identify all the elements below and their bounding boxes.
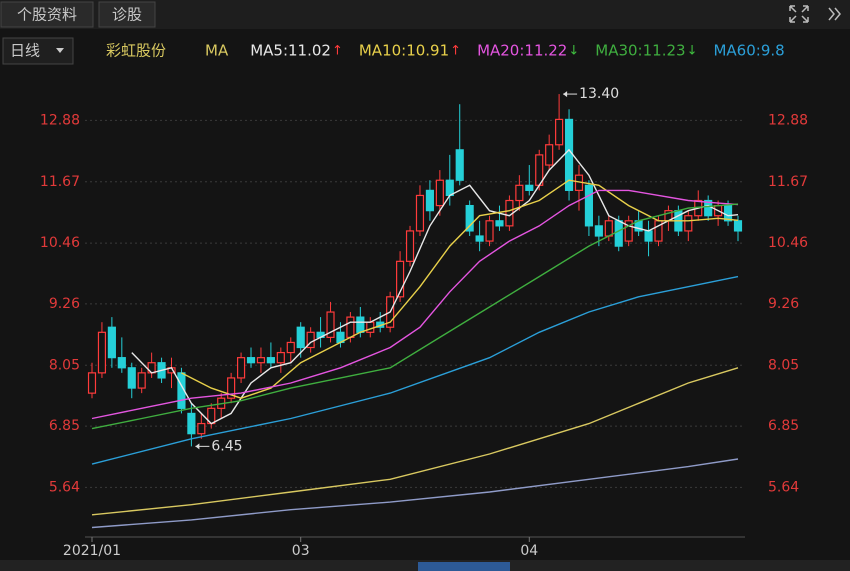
- y-tick-label: 9.26: [49, 296, 80, 312]
- y2-tick-label: 12.88: [768, 112, 808, 128]
- y-tick-label: 6.85: [49, 418, 80, 434]
- y2-tick-label: 11.67: [768, 174, 808, 190]
- ma-line: [91, 275, 739, 465]
- candle-body: [117, 357, 126, 369]
- candle-body: [346, 316, 355, 338]
- candle-body: [604, 220, 613, 237]
- candle-body: [127, 367, 136, 389]
- indicator-label: MA: [205, 42, 229, 60]
- annotation-label: 6.45: [211, 438, 242, 454]
- annotation-arrowhead: [563, 91, 568, 98]
- legend-trend: ↓: [568, 44, 579, 59]
- dropdown-arrow[interactable]: [56, 48, 64, 53]
- legend-trend: ↑: [332, 44, 343, 59]
- candle-body: [276, 351, 285, 364]
- candle-body: [495, 220, 504, 227]
- candle-body: [733, 220, 743, 232]
- candle-body: [584, 184, 594, 227]
- candle-body: [187, 412, 196, 435]
- ma-line: [91, 458, 739, 529]
- collapse-icon[interactable]: [828, 7, 841, 21]
- candle-body: [525, 184, 534, 191]
- y2-tick-label: 5.64: [768, 479, 799, 495]
- candle-body: [555, 118, 564, 146]
- legend-entry: MA60:9.8: [713, 42, 784, 60]
- x-tick-label: 04: [520, 543, 538, 559]
- y-tick-label: 12.88: [40, 112, 80, 128]
- candle-body: [545, 144, 554, 166]
- y-tick-label: 8.05: [49, 357, 80, 373]
- candle-body: [296, 326, 305, 349]
- tab-box[interactable]: [0, 1, 94, 28]
- legend-trend: ↑: [450, 44, 461, 59]
- ma-line: [91, 367, 739, 516]
- y-tick-label: 11.67: [40, 174, 80, 190]
- candle-body: [266, 357, 275, 364]
- annotation-arrowhead: [195, 443, 200, 450]
- candle-body: [455, 149, 464, 181]
- candle-body: [515, 184, 524, 202]
- candle-body: [197, 422, 206, 435]
- candle-body: [405, 230, 415, 262]
- candle-body: [396, 260, 405, 298]
- tab[interactable]: 个股资料: [17, 6, 77, 24]
- candle-body: [286, 341, 295, 354]
- legend-entry: MA30:11.23: [595, 42, 685, 60]
- candle-body: [614, 220, 623, 247]
- y-tick-label: 5.64: [49, 479, 80, 495]
- legend-entry: MA10:10.91: [359, 42, 449, 60]
- candle-body: [87, 372, 97, 394]
- candle-body: [236, 357, 246, 379]
- candle-body: [415, 194, 425, 232]
- y-tick-label: 10.46: [40, 235, 80, 251]
- candle-body: [624, 220, 633, 242]
- ma-line: [131, 148, 739, 425]
- scroll-thumb[interactable]: [418, 562, 510, 571]
- legend-entry: MA20:11.22: [477, 42, 567, 60]
- candle-body: [485, 220, 494, 242]
- candle-body: [246, 357, 256, 364]
- candle-body: [475, 235, 484, 242]
- candle-body: [227, 377, 236, 399]
- ma-line: [91, 203, 739, 430]
- tab-box[interactable]: [98, 1, 156, 28]
- candle-body: [326, 311, 335, 338]
- candle-body: [97, 331, 107, 374]
- candle-body: [684, 215, 693, 232]
- y2-tick-label: 8.05: [768, 357, 799, 373]
- candle-body: [107, 326, 116, 359]
- candle-body: [137, 372, 146, 389]
- ma-line: [181, 179, 739, 399]
- legend-trend: ↓: [687, 44, 698, 59]
- stock-name: 彩虹股份: [106, 42, 166, 60]
- period-label[interactable]: 日线: [10, 42, 40, 60]
- expand-icon[interactable]: [789, 5, 809, 23]
- x-tick-label: 2021/01: [63, 543, 121, 559]
- candle-body: [366, 321, 375, 333]
- candle-body: [465, 204, 474, 232]
- candle-body: [644, 230, 653, 242]
- candle-body: [594, 225, 603, 237]
- candle-body: [425, 189, 434, 212]
- candle-body: [435, 179, 444, 207]
- annotation-label: 13.40: [579, 86, 619, 102]
- tab[interactable]: 诊股: [112, 6, 142, 24]
- candle-body: [256, 357, 266, 364]
- legend-entry: MA5:11.02: [250, 42, 331, 60]
- y2-tick-label: 6.85: [768, 418, 799, 434]
- candle-body: [356, 316, 365, 333]
- x-tick-label: 03: [292, 543, 310, 559]
- candle-body: [445, 179, 454, 197]
- y2-tick-label: 9.26: [768, 296, 799, 312]
- y2-tick-label: 10.46: [768, 235, 808, 251]
- ma-line: [91, 189, 739, 420]
